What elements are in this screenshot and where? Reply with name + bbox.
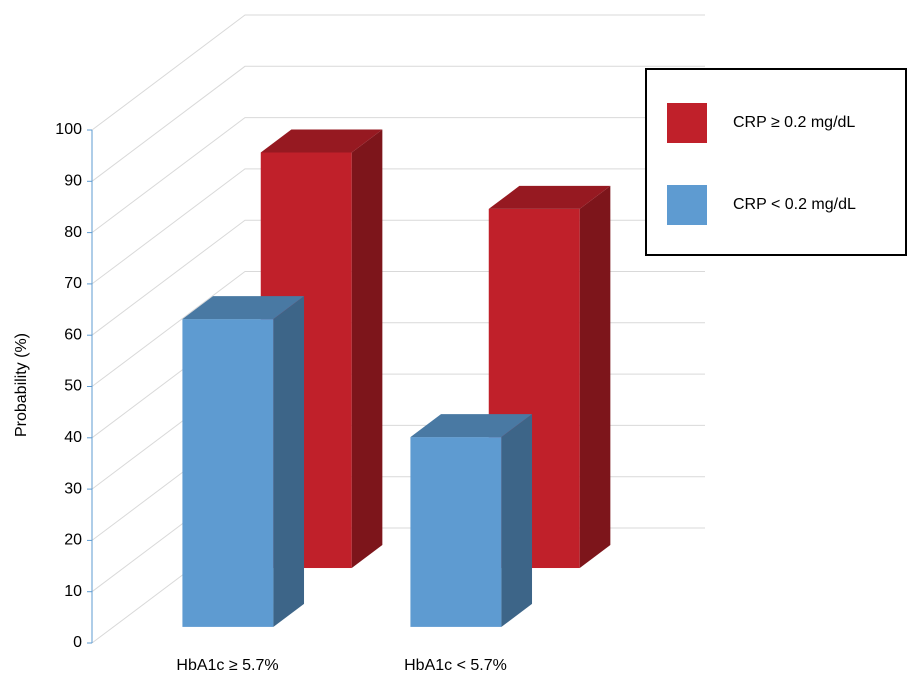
y-tick-label: 90 [64,173,82,190]
y-tick-label: 80 [64,224,82,241]
bar-side [501,414,533,627]
y-tick-label: 20 [64,532,82,549]
bar-top [410,414,533,438]
y-tick-label: 0 [73,634,82,651]
bar-side [351,129,383,569]
legend-swatch [667,103,707,143]
y-tick-label: 10 [64,583,82,600]
y-tick-label: 30 [64,480,82,497]
y-axis-label: Probability (%) [13,333,30,437]
legend-label: CRP < 0.2 mg/dL [733,196,856,213]
grid-line [91,65,705,182]
y-tick-label: 70 [64,275,82,292]
bar-side [273,296,305,627]
x-tick-label: HbA1c < 5.7% [404,657,507,674]
bar-front [410,437,502,627]
legend-swatch [667,185,707,225]
grid-line [91,117,705,233]
bar-top [260,129,383,153]
x-tick-label: HbA1c ≥ 5.7% [176,657,278,674]
bar-top [488,185,611,209]
y-tick-label: 60 [64,326,82,343]
bar-side [579,185,611,569]
y-tick-label: 40 [64,429,82,446]
bar-front [182,319,274,627]
bar-top [182,296,305,320]
grid-line [91,14,705,131]
legend-label: CRP ≥ 0.2 mg/dL [733,114,855,131]
y-tick-label: 100 [55,121,82,138]
legend-box [645,68,907,256]
y-tick-label: 50 [64,378,82,395]
grid-line [91,168,705,285]
